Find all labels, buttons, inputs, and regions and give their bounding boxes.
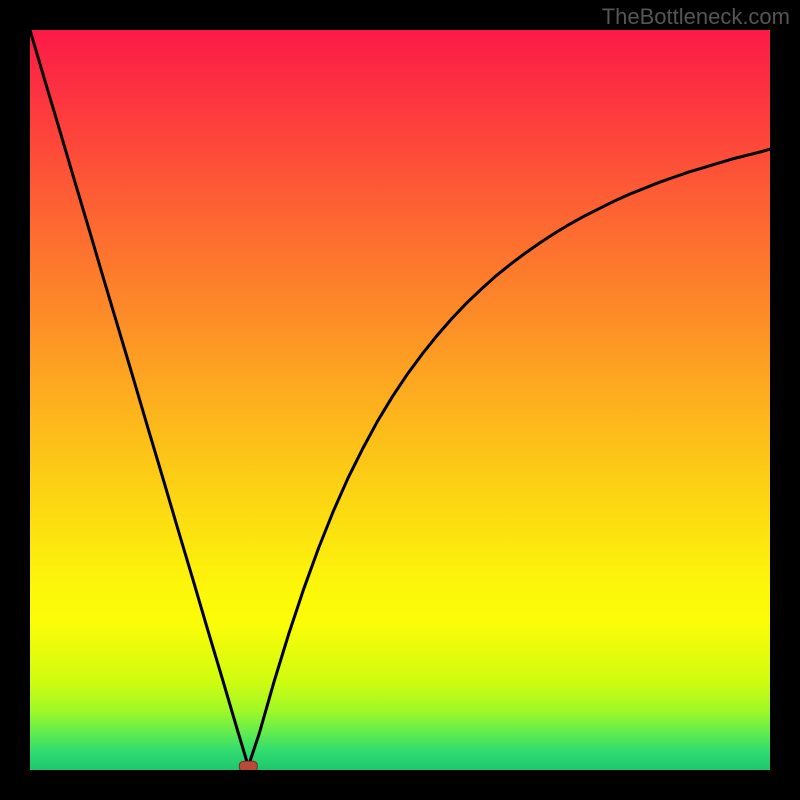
chart-container xyxy=(30,30,770,770)
optimal-marker xyxy=(239,761,257,770)
watermark-text: TheBottleneck.com xyxy=(602,4,790,30)
bottleneck-chart xyxy=(30,30,770,770)
